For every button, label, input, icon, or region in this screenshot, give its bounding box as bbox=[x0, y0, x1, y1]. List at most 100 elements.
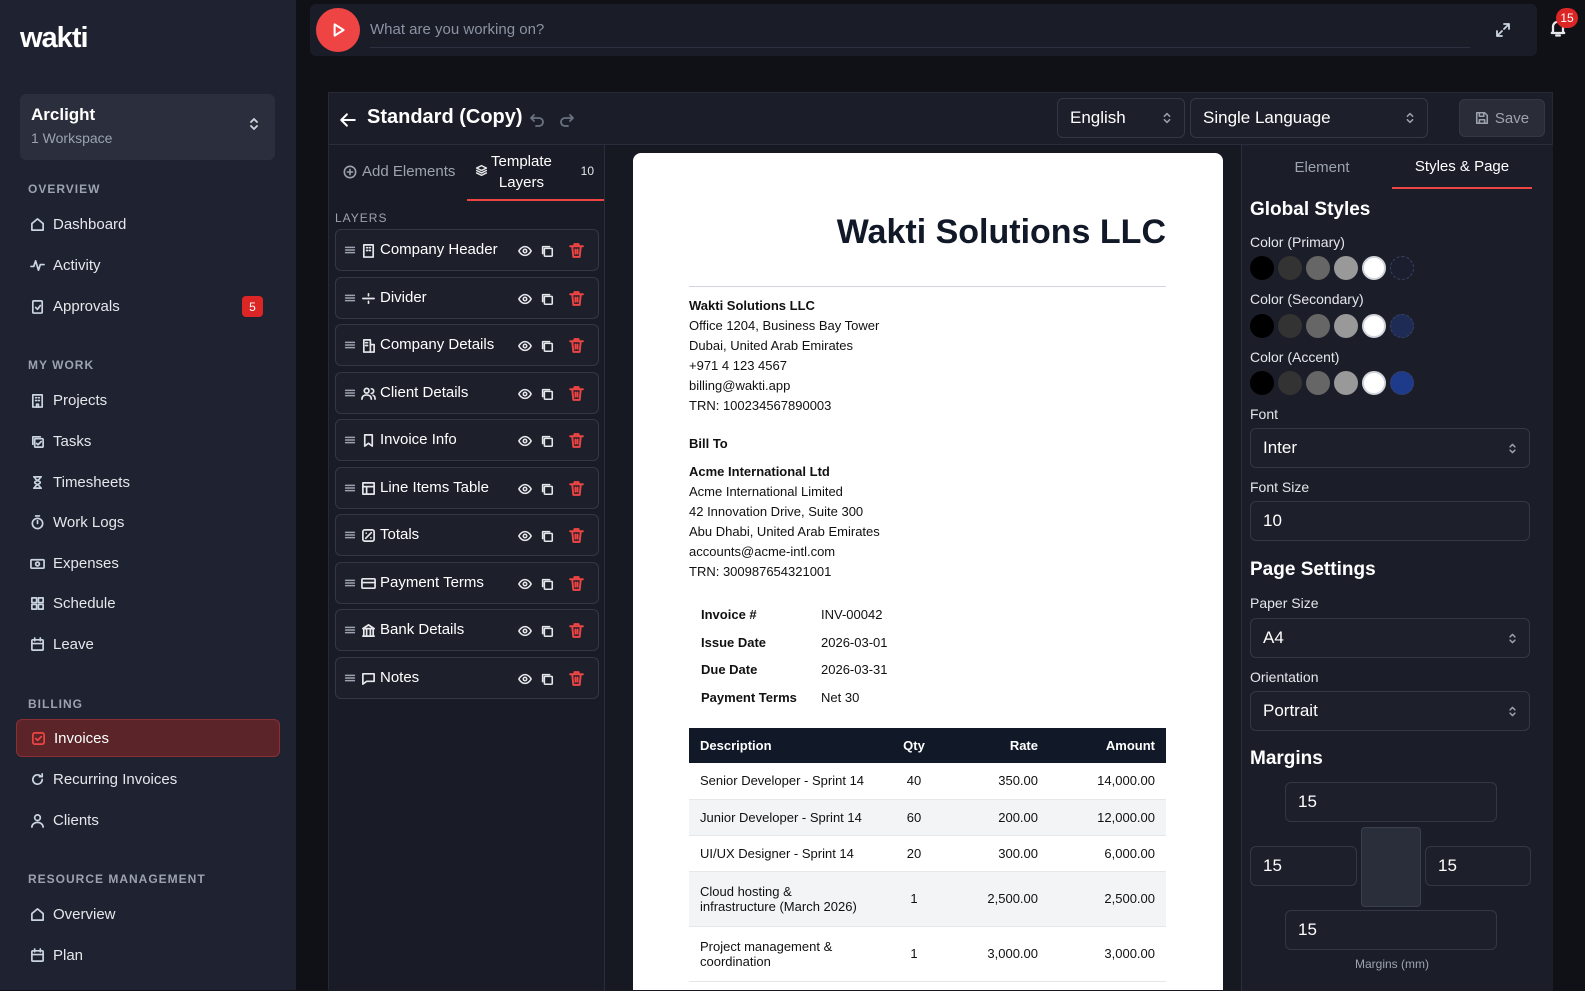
drag-handle-icon[interactable] bbox=[343, 623, 357, 637]
margin-left-input[interactable] bbox=[1250, 846, 1357, 886]
invoice-company-header[interactable]: Wakti Solutions LLC bbox=[836, 213, 1166, 251]
nav-schedule[interactable]: Schedule bbox=[26, 584, 276, 622]
duplicate-icon[interactable] bbox=[540, 292, 554, 306]
layer-item[interactable]: Bank Details bbox=[335, 609, 599, 651]
trash-icon[interactable] bbox=[568, 670, 585, 687]
save-button[interactable]: Save bbox=[1459, 99, 1545, 137]
color-swatch[interactable] bbox=[1362, 256, 1386, 280]
paper-size-select[interactable]: A4 bbox=[1250, 618, 1530, 658]
color-swatch[interactable] bbox=[1250, 371, 1274, 395]
nav-recurring-invoices[interactable]: Recurring Invoices bbox=[26, 760, 276, 798]
drag-handle-icon[interactable] bbox=[343, 433, 357, 447]
nav-dashboard[interactable]: Dashboard bbox=[26, 205, 276, 243]
nav-clients[interactable]: Clients bbox=[26, 801, 276, 839]
color-swatch[interactable] bbox=[1250, 256, 1274, 280]
color-swatch[interactable] bbox=[1390, 314, 1414, 338]
duplicate-icon[interactable] bbox=[540, 624, 554, 638]
color-swatch[interactable] bbox=[1334, 256, 1358, 280]
drag-handle-icon[interactable] bbox=[343, 338, 357, 352]
eye-icon[interactable] bbox=[518, 292, 532, 306]
eye-icon[interactable] bbox=[518, 482, 532, 496]
invoice-client-details[interactable]: Bill To Acme International Ltd Acme Inte… bbox=[689, 434, 880, 582]
trash-icon[interactable] bbox=[568, 527, 585, 544]
color-swatch[interactable] bbox=[1306, 314, 1330, 338]
layer-item[interactable]: Divider bbox=[335, 276, 599, 319]
drag-handle-icon[interactable] bbox=[343, 291, 357, 305]
nav-timesheets[interactable]: Timesheets bbox=[26, 463, 276, 501]
eye-icon[interactable] bbox=[518, 577, 532, 591]
color-swatch[interactable] bbox=[1334, 371, 1358, 395]
tab-add-elements[interactable]: Add Elements bbox=[343, 163, 455, 180]
trash-icon[interactable] bbox=[568, 575, 585, 592]
invoice-company-details[interactable]: Wakti Solutions LLC Office 1204, Busines… bbox=[689, 296, 879, 416]
nav-work-logs[interactable]: Work Logs bbox=[26, 503, 276, 541]
duplicate-icon[interactable] bbox=[540, 387, 554, 401]
eye-icon[interactable] bbox=[518, 624, 532, 638]
trash-icon[interactable] bbox=[568, 622, 585, 639]
drag-handle-icon[interactable] bbox=[343, 481, 357, 495]
tab-styles-page[interactable]: Styles & Page bbox=[1392, 145, 1532, 189]
color-swatch[interactable] bbox=[1362, 314, 1386, 338]
task-description-input[interactable] bbox=[370, 12, 1470, 48]
layer-item[interactable]: Company Details bbox=[335, 324, 599, 366]
app-logo[interactable]: wakti bbox=[20, 22, 89, 54]
duplicate-icon[interactable] bbox=[540, 672, 554, 686]
eye-icon[interactable] bbox=[518, 387, 532, 401]
color-swatch[interactable] bbox=[1362, 371, 1386, 395]
invoice-info[interactable]: Invoice # INV-00042 Issue Date 2026-03-01 Du… bbox=[701, 601, 888, 711]
language-select[interactable]: English bbox=[1057, 98, 1185, 138]
layer-item[interactable]: Payment Terms bbox=[335, 561, 599, 604]
orientation-select[interactable]: Portrait bbox=[1250, 691, 1530, 731]
color-swatch[interactable] bbox=[1306, 256, 1330, 280]
layer-item[interactable]: Invoice Info bbox=[335, 419, 599, 461]
trash-icon[interactable] bbox=[568, 432, 585, 449]
drag-handle-icon[interactable] bbox=[343, 386, 357, 400]
nav-leave[interactable]: Leave bbox=[26, 625, 276, 663]
duplicate-icon[interactable] bbox=[540, 244, 554, 258]
duplicate-icon[interactable] bbox=[540, 434, 554, 448]
workspace-switcher[interactable]: Arclight 1 Workspace bbox=[20, 94, 275, 160]
drag-handle-icon[interactable] bbox=[343, 243, 357, 257]
font-select[interactable]: Inter bbox=[1250, 428, 1530, 468]
eye-icon[interactable] bbox=[518, 529, 532, 543]
nav-tasks[interactable]: Tasks bbox=[26, 422, 276, 460]
color-swatch[interactable] bbox=[1278, 314, 1302, 338]
duplicate-icon[interactable] bbox=[540, 339, 554, 353]
nav-expenses[interactable]: Expenses bbox=[26, 544, 276, 582]
drag-handle-icon[interactable] bbox=[343, 671, 357, 685]
margin-bottom-input[interactable] bbox=[1285, 910, 1497, 950]
color-swatch[interactable] bbox=[1278, 371, 1302, 395]
color-swatch[interactable] bbox=[1306, 371, 1330, 395]
template-title[interactable]: Standard (Copy) bbox=[367, 106, 523, 128]
nav-invoices[interactable]: Invoices bbox=[16, 719, 280, 757]
duplicate-icon[interactable] bbox=[540, 529, 554, 543]
layer-item[interactable]: Notes bbox=[335, 656, 599, 699]
trash-icon[interactable] bbox=[568, 385, 585, 402]
nav-activity[interactable]: Activity bbox=[26, 246, 276, 284]
start-timer-button[interactable] bbox=[316, 8, 360, 52]
drag-handle-icon[interactable] bbox=[343, 576, 357, 590]
nav-approvals[interactable]: Approvals 5 bbox=[26, 287, 276, 325]
expand-icon[interactable] bbox=[1495, 22, 1511, 38]
line-items-table[interactable]: Description Qty Rate Amount Senior Devel… bbox=[689, 728, 1166, 982]
color-swatch[interactable] bbox=[1250, 314, 1274, 338]
eye-icon[interactable] bbox=[518, 434, 532, 448]
layer-item[interactable]: Company Header bbox=[335, 229, 599, 271]
duplicate-icon[interactable] bbox=[540, 482, 554, 496]
tab-template-layers[interactable]: Template Layers 10 bbox=[467, 145, 604, 201]
eye-icon[interactable] bbox=[518, 244, 532, 258]
color-swatch[interactable] bbox=[1278, 256, 1302, 280]
margin-top-input[interactable] bbox=[1285, 782, 1497, 822]
nav-rm-overview[interactable]: Overview bbox=[26, 895, 276, 933]
eye-icon[interactable] bbox=[518, 339, 532, 353]
color-swatch[interactable] bbox=[1390, 371, 1414, 395]
layer-item[interactable]: Totals bbox=[335, 514, 599, 556]
nav-projects[interactable]: Projects bbox=[26, 381, 276, 419]
duplicate-icon[interactable] bbox=[540, 577, 554, 591]
trash-icon[interactable] bbox=[568, 290, 585, 307]
eye-icon[interactable] bbox=[518, 672, 532, 686]
layer-item[interactable]: Client Details bbox=[335, 371, 599, 414]
color-swatch[interactable] bbox=[1334, 314, 1358, 338]
undo-icon[interactable] bbox=[529, 111, 545, 127]
font-size-input[interactable] bbox=[1250, 501, 1530, 541]
